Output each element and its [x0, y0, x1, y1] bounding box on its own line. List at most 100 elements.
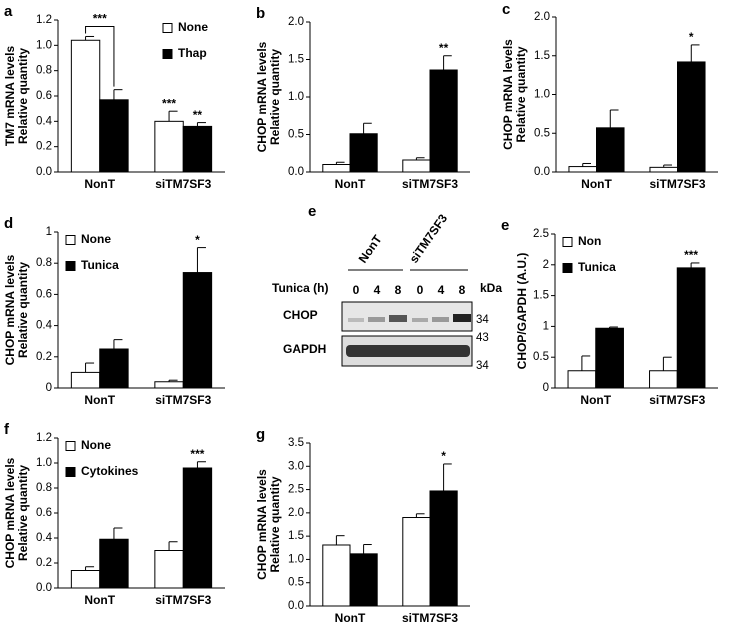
error-bar — [582, 162, 591, 167]
y-tick-label: 0 — [46, 382, 52, 394]
bar — [596, 127, 625, 173]
y-tick-label: 0.4 — [36, 320, 53, 332]
y-tick-label: 0.8 — [36, 257, 52, 269]
error-bar — [690, 262, 700, 268]
y-tick-label: 0.5 — [534, 127, 550, 139]
bracket — [85, 25, 115, 87]
legend-label: Non — [578, 234, 601, 248]
band — [412, 318, 428, 322]
panel-letter: g — [256, 426, 265, 443]
error-bar — [415, 157, 425, 160]
error-bar — [415, 513, 425, 518]
y-axis-label: CHOP mRNA levels — [3, 254, 17, 365]
time-label: 8 — [459, 283, 466, 297]
significance: *** — [684, 248, 698, 262]
bar — [99, 538, 129, 589]
y-tick-label: 2.0 — [534, 11, 550, 23]
panel-letter: c — [502, 1, 510, 18]
legend-swatch — [65, 467, 76, 477]
y-axis-label: Relative quantity — [268, 476, 282, 572]
y-tick-label: 1.0 — [288, 91, 304, 103]
bar — [70, 371, 101, 389]
bar — [677, 61, 706, 173]
y-tick-label: 0.8 — [36, 482, 52, 494]
error-bar — [85, 35, 95, 41]
y-tick-label: 1.0 — [36, 39, 52, 51]
error-bar — [363, 544, 372, 554]
error-bar — [609, 326, 618, 329]
marker-label: 34 — [476, 360, 489, 372]
significance: * — [441, 449, 446, 463]
bar — [182, 467, 213, 589]
legend-label: None — [81, 438, 111, 452]
error-bar — [113, 527, 123, 540]
y-axis-label: CHOP mRNA levels — [501, 39, 515, 150]
y-tick-label: 0.0 — [534, 166, 550, 178]
time-label: 0 — [353, 283, 360, 297]
marker-label: 43 — [476, 332, 489, 344]
y-tick-label: 1.5 — [533, 290, 549, 302]
y-tick-label: 0.5 — [288, 577, 304, 589]
error-bar — [196, 247, 206, 273]
y-axis-label: CHOP mRNA levels — [3, 457, 17, 568]
bar — [154, 381, 184, 389]
y-tick-label: 1.5 — [288, 530, 304, 542]
x-tick-label: NonT — [335, 611, 366, 625]
error-bar — [196, 122, 206, 127]
significance: *** — [162, 96, 176, 110]
legend-swatch — [162, 49, 173, 59]
blot-group-label: NonT — [356, 232, 385, 266]
legend-label: None — [178, 20, 208, 34]
significance: * — [195, 233, 200, 247]
error-bar — [663, 164, 672, 168]
x-tick-label: NonT — [580, 393, 611, 407]
error-bar — [335, 161, 345, 165]
significance: ** — [439, 41, 449, 55]
bar — [182, 125, 213, 173]
y-tick-label: 2.5 — [533, 228, 549, 240]
y-axis-label: Relative quantity — [514, 46, 528, 142]
y-tick-label: 0.0 — [36, 166, 52, 178]
band-label: GAPDH — [283, 342, 326, 356]
y-tick-label: 1.5 — [534, 50, 550, 62]
y-tick-label: 0.2 — [36, 557, 52, 569]
y-tick-label: 1.0 — [288, 553, 304, 565]
y-tick-label: 3.5 — [288, 437, 304, 449]
blot-row-label: Tunica (h) — [272, 281, 328, 295]
y-tick-label: 1 — [543, 320, 549, 332]
significance: ** — [193, 108, 203, 122]
y-tick-label: 3.0 — [288, 460, 304, 472]
bar — [182, 272, 213, 389]
bar — [649, 370, 678, 389]
time-label: 4 — [374, 283, 381, 297]
y-tick-label: 0.6 — [36, 288, 52, 300]
band — [348, 318, 364, 322]
legend-swatch — [562, 263, 573, 273]
y-axis-label: CHOP mRNA levels — [255, 469, 269, 580]
y-tick-label: 2.5 — [288, 484, 304, 496]
y-tick-label: 0.4 — [36, 532, 53, 544]
panel-letter: b — [256, 5, 265, 22]
y-tick-label: 0.6 — [36, 507, 52, 519]
error-bar — [581, 355, 591, 371]
blot-group-label: siTM7SF3 — [407, 211, 451, 265]
y-axis-label: Relative quantity — [16, 465, 30, 561]
error-bar — [363, 122, 372, 134]
x-tick-label: siTM7SF3 — [402, 611, 458, 625]
y-tick-label: 1.0 — [534, 89, 550, 101]
y-tick-label: 1.5 — [288, 54, 304, 66]
legend-swatch — [162, 23, 173, 33]
x-tick-label: NonT — [581, 177, 612, 191]
bar — [99, 99, 129, 173]
y-tick-label: 2.0 — [288, 16, 304, 28]
legend-label: None — [81, 232, 111, 246]
error-bar — [113, 89, 123, 100]
band — [346, 345, 470, 357]
error-bar — [443, 463, 452, 491]
error-bar — [196, 461, 206, 468]
y-tick-label: 2.0 — [288, 507, 304, 519]
bar — [349, 553, 378, 607]
bar — [349, 133, 378, 173]
bar — [322, 544, 351, 607]
